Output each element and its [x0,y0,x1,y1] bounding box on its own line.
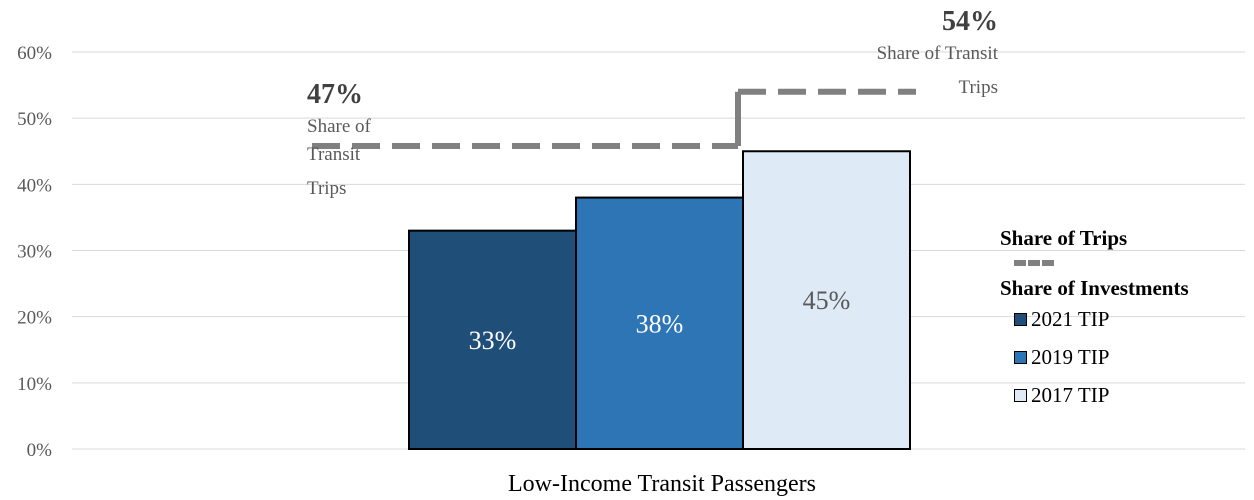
bar-2017 [742,150,911,450]
annotation-2021-line2: Transit [307,144,361,165]
bar-value-label: 45% [803,286,851,315]
y-tick-label: 20% [17,308,52,329]
bar-value-label: 38% [636,309,684,338]
legend-dash-swatch [1014,260,1054,266]
annotation-2019-line1: Share of Transit [877,43,999,64]
annotation-2019-value: 54% [942,6,998,37]
annotation-2021-value: 47% [307,79,363,110]
legend-swatch-2019 [1014,350,1027,364]
bar-2021 [408,229,577,450]
y-tick-label: 30% [17,242,52,263]
legend-swatch-2017 [1014,388,1027,402]
bar-value-label: 33% [469,326,517,355]
legend-investments-header: Share of Investments [1000,276,1189,300]
legend-trips-header: Share of Trips [1000,226,1128,250]
y-tick-label: 60% [17,43,52,64]
y-tick-label: 50% [17,109,52,130]
bars: 33% 38% 45% [408,150,911,450]
y-tick-label: 40% [17,175,52,196]
annotation-2021-line1: Share of [307,116,372,137]
x-category-label: Low-Income Transit Passengers [508,471,816,497]
legend: Share of Trips Share of Investments 2021… [1000,226,1250,414]
reference-lines [312,88,916,149]
legend-item-2017: 2017 TIP [1014,376,1250,414]
legend-label-2017: 2017 TIP [1031,382,1110,407]
annotation-2021-line3: Trips [307,178,346,199]
y-tick-label: 10% [17,374,52,395]
legend-item-2019: 2019 TIP [1014,338,1250,376]
annotation-2019-line2: Trips [959,77,998,98]
bar-2019 [575,196,744,450]
legend-swatch-2021 [1014,312,1027,326]
legend-label-2019: 2019 TIP [1031,344,1110,369]
legend-item-2021: 2021 TIP [1014,300,1250,338]
y-axis-ticks: 0% 10% 20% 30% 40% 50% 60% [17,43,52,461]
legend-label-2021: 2021 TIP [1031,306,1110,331]
y-tick-label: 0% [27,440,53,461]
